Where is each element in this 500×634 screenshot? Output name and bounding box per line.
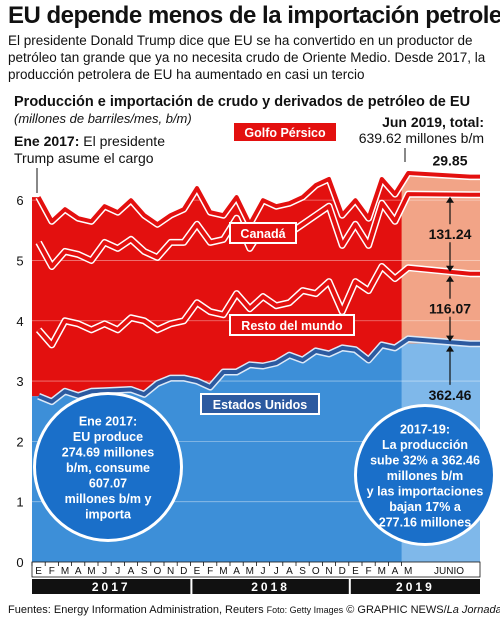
info-line: bajan 17% a bbox=[389, 500, 462, 514]
y-tick-label: 4 bbox=[16, 314, 23, 329]
y-tick-label: 1 bbox=[16, 495, 23, 510]
y-tick-label: 2 bbox=[16, 434, 23, 449]
segment-total-canada: 131.24 bbox=[429, 226, 472, 242]
annotation-layer: Golfo Pérsico Canadá Resto del mundo Estado… bbox=[14, 114, 496, 546]
year-bar bbox=[350, 579, 480, 594]
series-label-text: Estados Unidos bbox=[213, 398, 308, 412]
month-label: D bbox=[180, 566, 187, 577]
footer-credit: © GRAPHIC NEWS/ bbox=[346, 604, 447, 616]
month-label: M bbox=[378, 566, 386, 577]
series-label-golfo-persico: Golfo Pérsico bbox=[232, 121, 338, 143]
series-label-text: Resto del mundo bbox=[241, 319, 343, 333]
headline: EU depende menos de la importación petro… bbox=[8, 2, 500, 29]
month-label: F bbox=[207, 566, 213, 577]
month-label: A bbox=[286, 566, 293, 577]
info-circle-2017-19: 2017-19:La producción sube 32% a 362.46mi… bbox=[354, 404, 496, 546]
series-line-golfo-persico bbox=[36, 171, 480, 227]
info-line: Ene 2017: bbox=[79, 415, 137, 429]
info-line: 277.16 millones bbox=[379, 516, 471, 530]
y-tick-label: 5 bbox=[16, 253, 23, 268]
info-line: 274.69 millones bbox=[62, 446, 154, 460]
month-label: D bbox=[339, 566, 346, 577]
lines-layer bbox=[35, 169, 480, 406]
y-tick-label: 0 bbox=[16, 555, 23, 570]
month-label: A bbox=[392, 566, 399, 577]
year-label: 2019 bbox=[396, 580, 435, 594]
segment-arrows bbox=[446, 275, 454, 342]
segment-total-estados-unidos: 362.46 bbox=[429, 387, 472, 403]
series-label-text: Canadá bbox=[240, 227, 285, 241]
segment-arrows bbox=[446, 196, 454, 272]
info-line: La producción bbox=[382, 438, 468, 452]
series-label-text: Golfo Pérsico bbox=[244, 126, 326, 140]
deck: El presidente Donald Trump dice que EU s… bbox=[8, 33, 486, 82]
month-label: M bbox=[404, 566, 412, 577]
year-bar bbox=[192, 579, 349, 594]
month-label: N bbox=[325, 566, 332, 577]
month-label: O bbox=[312, 566, 320, 577]
info-line: y las importaciones bbox=[367, 485, 484, 499]
total-annotation-label: Jun 2019, total: bbox=[382, 114, 484, 130]
info-line: millones b/m bbox=[387, 469, 463, 483]
series-line-resto-del-mundo bbox=[37, 264, 480, 347]
footer: Fuentes: Energy Information Administrati… bbox=[8, 604, 500, 616]
month-label: E bbox=[194, 566, 201, 577]
month-label: J bbox=[261, 566, 266, 577]
info-line: EU produce bbox=[73, 430, 143, 444]
month-label: M bbox=[87, 566, 95, 577]
footer-credit-italic: La Jornada bbox=[446, 604, 500, 616]
chart-subtitle: (millones de barriles/mes, b/m) bbox=[14, 111, 192, 126]
month-label: F bbox=[366, 566, 372, 577]
chart-title: Producción e importación de crudo y deri… bbox=[14, 94, 470, 110]
month-label: M bbox=[219, 566, 227, 577]
june-imports-highlight bbox=[401, 176, 480, 344]
segment-total-golfo-persico: 29.85 bbox=[432, 153, 467, 169]
month-label: J bbox=[115, 566, 120, 577]
month-label: O bbox=[154, 566, 162, 577]
series-label-estados-unidos: Estados Unidos bbox=[200, 393, 320, 415]
series-label-resto-del-mundo: Resto del mundo bbox=[229, 314, 355, 336]
month-label: J bbox=[102, 566, 107, 577]
month-label: S bbox=[141, 566, 148, 577]
info-line: importa bbox=[85, 508, 132, 522]
month-label-june: JUNIO bbox=[434, 566, 464, 577]
segment-total-resto-del-mundo: 116.07 bbox=[429, 301, 471, 317]
info-line: b/m, consume bbox=[66, 461, 150, 475]
y-tick-label: 3 bbox=[16, 374, 23, 389]
info-line: sube 32% a 362.46 bbox=[370, 454, 480, 468]
series-line-estados-unidos bbox=[37, 336, 480, 404]
total-annotation-value: 639.62 millones b/m bbox=[359, 130, 484, 146]
footer-photo: Foto: Getty Images bbox=[266, 605, 344, 615]
month-label: M bbox=[246, 566, 254, 577]
info-line: 607.07 bbox=[89, 477, 127, 491]
month-label: A bbox=[128, 566, 135, 577]
start-annotation-line2: Trump asume el cargo bbox=[14, 150, 154, 166]
series-line-canada bbox=[36, 192, 480, 269]
month-label: A bbox=[233, 566, 240, 577]
month-label: S bbox=[299, 566, 306, 577]
y-tick-label: 6 bbox=[16, 193, 23, 208]
info-line: 2017-19: bbox=[400, 423, 450, 437]
month-label: N bbox=[167, 566, 174, 577]
start-annotation: Ene 2017: El presidente bbox=[14, 133, 165, 149]
info-line: millones b/m y bbox=[65, 492, 152, 506]
year-label: 2017 bbox=[92, 580, 131, 594]
imports-area bbox=[32, 173, 480, 402]
series-label-canada: Canadá bbox=[229, 222, 297, 244]
month-label: M bbox=[61, 566, 69, 577]
month-label: A bbox=[75, 566, 82, 577]
footer-sources: Fuentes: Energy Information Administrati… bbox=[8, 604, 264, 616]
month-label: E bbox=[352, 566, 359, 577]
year-label: 2018 bbox=[251, 580, 290, 594]
month-label: E bbox=[35, 566, 42, 577]
month-label: F bbox=[49, 566, 55, 577]
year-bar bbox=[32, 579, 191, 594]
month-label: J bbox=[274, 566, 279, 577]
